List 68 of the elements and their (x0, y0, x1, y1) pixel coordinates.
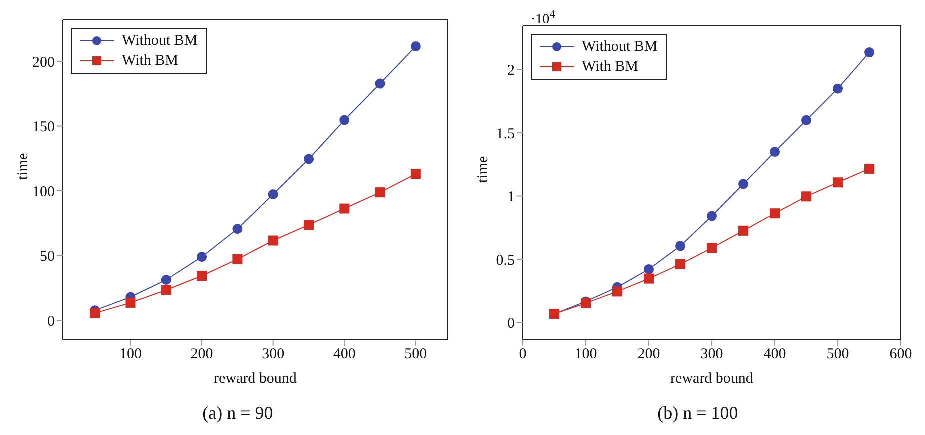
point (802, 192, 812, 202)
point (676, 259, 686, 270)
y-tick-label: 100 (32, 184, 55, 200)
point (864, 164, 874, 174)
point (232, 254, 243, 264)
point (833, 84, 843, 94)
point (770, 147, 780, 158)
point (197, 252, 208, 262)
point (304, 154, 314, 164)
legend-label: Without BM (122, 32, 198, 51)
point (90, 308, 100, 318)
y-axis-title: time (475, 156, 492, 183)
x-tick-label: 400 (333, 346, 356, 363)
point (833, 178, 843, 188)
y-tick-label: 0 (508, 316, 515, 332)
point (304, 220, 314, 230)
point (410, 169, 421, 180)
point (802, 115, 812, 126)
y-tick-label: 0.5 (496, 252, 515, 269)
x-tick-label: 100 (119, 346, 142, 363)
point (340, 204, 350, 214)
point (268, 236, 278, 246)
point (340, 115, 350, 126)
y-axis-title: time (15, 153, 32, 180)
y-tick-label: 2 (508, 63, 515, 80)
x-tick-label: 500 (826, 346, 850, 363)
x-tick-label: 300 (700, 346, 724, 363)
point (644, 264, 654, 274)
point (232, 224, 243, 234)
point (707, 243, 717, 254)
legend-label: Without BM (582, 38, 658, 57)
point (770, 208, 780, 219)
text: (b) n = 100 (656, 403, 740, 424)
legend-label: With BM (582, 58, 638, 77)
point (676, 241, 686, 252)
x-tick-label: 200 (190, 346, 214, 363)
y-tick-label: 1.5 (496, 126, 515, 142)
y-tick-label: 200 (32, 54, 55, 71)
annotation: ·10$^{4}$ (531, 8, 556, 29)
point (375, 78, 386, 89)
point (644, 274, 654, 284)
point (268, 190, 278, 200)
point (738, 179, 748, 190)
point (161, 285, 172, 296)
x-axis-title: reward bound (670, 371, 754, 387)
point (738, 226, 748, 236)
point (375, 188, 386, 198)
point (707, 211, 717, 222)
x-tick-label: 300 (262, 346, 285, 363)
y-tick-label: 0 (48, 314, 55, 330)
point (410, 42, 421, 52)
y-tick-label: 150 (32, 120, 55, 136)
point (161, 275, 172, 286)
point (197, 271, 208, 281)
text: (a) n = 90 (202, 403, 274, 424)
x-tick-label: 200 (638, 346, 660, 363)
y-tick-label: 50 (40, 249, 55, 266)
x-tick-label: 0 (519, 346, 527, 363)
point (126, 298, 136, 308)
x-axis-title: reward bound (214, 371, 298, 387)
x-tick-label: 600 (890, 346, 912, 363)
x-tick-label: 500 (404, 346, 428, 363)
point (612, 286, 622, 297)
x-tick-label: 100 (574, 346, 598, 363)
point (864, 48, 874, 58)
y-tick-label: 1 (508, 190, 515, 206)
legend-label: With BM (122, 52, 178, 71)
x-tick-label: 400 (764, 346, 786, 363)
